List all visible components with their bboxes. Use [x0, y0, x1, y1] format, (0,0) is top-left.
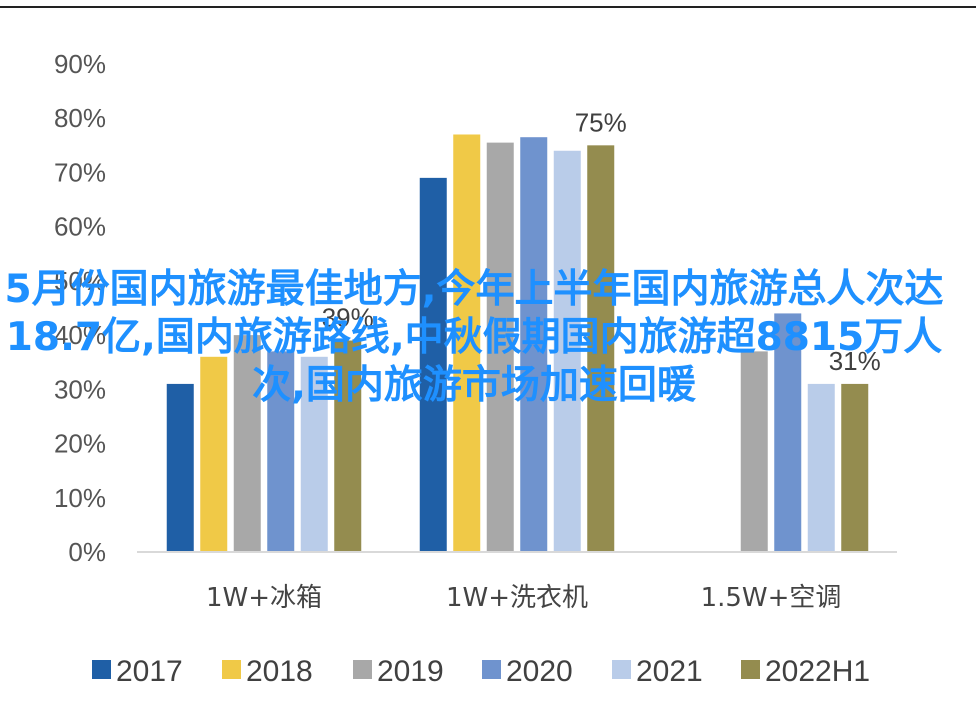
y-tick-label: 20% [54, 429, 106, 459]
data-labels: 39% 75% 31% [322, 107, 881, 376]
data-label: 75% [575, 107, 627, 137]
y-tick-label: 80% [54, 103, 106, 133]
legend-label: 2021 [636, 655, 703, 688]
x-category-label: 1W+洗衣机 [446, 583, 588, 613]
bar-2021 [300, 356, 328, 552]
legend-label: 2020 [506, 655, 573, 688]
bar-2018 [200, 356, 228, 552]
bar-2020 [520, 137, 548, 552]
y-tick-label: 70% [54, 157, 106, 187]
bar-2020 [774, 313, 802, 552]
bar-2022H1 [841, 383, 869, 552]
legend-swatch [482, 660, 501, 679]
legend-swatch [741, 660, 760, 679]
legend-label: 2019 [377, 655, 444, 688]
data-label: 39% [322, 303, 374, 333]
legend-label: 2017 [116, 655, 183, 688]
y-tick-label: 90% [54, 49, 106, 79]
top-divider [0, 6, 976, 8]
bar-2019 [740, 351, 768, 552]
data-label: 31% [829, 346, 881, 376]
legend-swatch [353, 660, 372, 679]
y-tick-label: 50% [54, 266, 106, 296]
bar-2017 [419, 177, 447, 552]
legend-swatch [612, 660, 631, 679]
y-tick-label: 10% [54, 483, 106, 513]
x-category-label: 1.5W+空调 [701, 583, 842, 613]
legend-swatch [92, 660, 111, 679]
bar-2021 [807, 383, 835, 552]
y-tick-label: 30% [54, 374, 106, 404]
bar-2019 [233, 335, 261, 552]
bar-2018 [453, 134, 481, 552]
legend-label: 2018 [246, 655, 313, 688]
bar-2021 [553, 150, 581, 552]
y-axis: 0% 10% 20% 30% 40% 50% 60% 70% 80% 90% [54, 49, 106, 567]
x-axis: 1W+冰箱 1W+洗衣机 1.5W+空调 [206, 583, 841, 613]
bar-2022H1 [587, 145, 615, 553]
x-category-label: 1W+冰箱 [206, 583, 322, 613]
bar-2017 [166, 383, 194, 552]
legend-label: 2022H1 [765, 655, 870, 688]
y-tick-label: 60% [54, 212, 106, 242]
bar-2020 [267, 351, 295, 552]
overlay-headline: 5月份国内旅游最佳地方,今年上半年国内旅游总人次达18.7亿,国内旅游路线,中秋… [4, 267, 944, 408]
y-tick-label: 40% [54, 320, 106, 350]
legend-swatch [222, 660, 241, 679]
bar-2019 [486, 142, 514, 552]
bar-2022H1 [334, 340, 362, 552]
legend: 2017 2018 2019 2020 2021 2022H1 [92, 655, 870, 688]
bars [166, 134, 869, 553]
y-tick-label: 0% [68, 537, 106, 567]
